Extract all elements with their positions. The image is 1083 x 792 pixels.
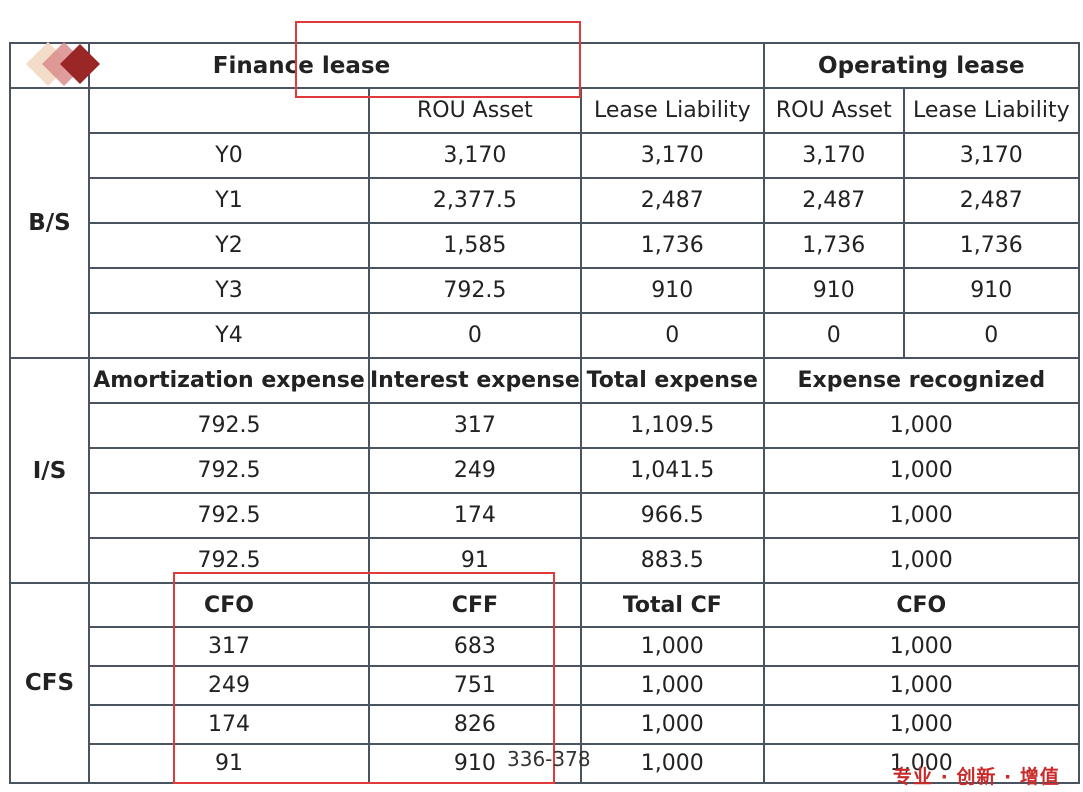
interest-cell: 317 [368,402,582,449]
expense-recognized-cell: 1,000 [762,447,1080,494]
ol-cfo-cell: 1,000 [762,704,1080,745]
table-row: Y2 1,585 1,736 1,736 1,736 [10,222,1080,269]
fl-rou-cell: 3,170 [368,132,582,179]
interest-cell: 174 [368,492,582,539]
table-row: Y1 2,377.5 2,487 2,487 2,487 [10,177,1080,224]
total-cf-header: Total CF [579,582,765,628]
fl-rou-cell: 0 [368,312,582,359]
is-section-label: I/S [9,357,90,584]
cff-header: CFF [368,582,582,628]
total-cf-cell: 1,000 [579,743,765,784]
fl-liab-cell: 0 [579,312,765,359]
ol-cfo-cell: 1,000 [762,743,1080,784]
ol-cfo-header: CFO [762,582,1080,628]
table-row: 792.5 91 883.5 1,000 [10,537,1080,584]
ol-rou-cell: 0 [762,312,905,359]
operating-lease-header: Operating lease [762,42,1080,89]
bs-section-label: B/S [9,87,90,359]
ol-cfo-cell: 1,000 [762,626,1080,667]
ol-liab-cell: 910 [902,267,1080,314]
fl-liab-cell: 2,487 [579,177,765,224]
amortization-cell: 792.5 [88,537,370,584]
interest-cell: 249 [368,447,582,494]
amortization-cell: 792.5 [88,447,370,494]
table-row: 174 826 1,000 1,000 [10,704,1080,745]
table-row: 317 683 1,000 1,000 [10,626,1080,667]
lease-comparison-table: Finance lease Operating lease B/S ROU As… [9,42,1080,784]
finance-lease-header: Finance lease [88,42,765,89]
brand-slogan: 专业 · 创新 · 增值 [893,766,1060,788]
expense-recognized-cell: 1,000 [762,537,1080,584]
total-cf-cell: 1,000 [579,704,765,745]
total-cf-cell: 1,000 [579,665,765,706]
diamond-logo-icon [26,42,100,86]
total-expense-cell: 1,041.5 [579,447,765,494]
table-row: 792.5 174 966.5 1,000 [10,492,1080,539]
fl-liab-cell: 3,170 [579,132,765,179]
fl-lease-liability-header: Lease Liability [579,87,765,134]
fl-liab-cell: 910 [579,267,765,314]
ol-lease-liability-header: Lease Liability [902,87,1080,134]
fl-rou-cell: 1,585 [368,222,582,269]
fl-rou-cell: 792.5 [368,267,582,314]
cfo-header: CFO [88,582,370,628]
amortization-cell: 792.5 [88,492,370,539]
ol-liab-cell: 0 [902,312,1080,359]
ol-rou-cell: 3,170 [762,132,905,179]
year-cell: Y3 [88,267,370,314]
amortization-expense-header: Amortization expense [88,357,370,404]
fl-rou-cell: 2,377.5 [368,177,582,224]
total-expense-cell: 883.5 [579,537,765,584]
amortization-cell: 792.5 [88,402,370,449]
expense-recognized-cell: 1,000 [762,402,1080,449]
total-cf-cell: 1,000 [579,626,765,667]
ol-liab-cell: 2,487 [902,177,1080,224]
ol-cfo-cell: 1,000 [762,665,1080,706]
cfs-section-label: CFS [9,582,90,784]
cff-cell: 751 [368,665,582,706]
ol-liab-cell: 3,170 [902,132,1080,179]
table-row: 792.5 249 1,041.5 1,000 [10,447,1080,494]
table-row: Y0 3,170 3,170 3,170 3,170 [10,132,1080,179]
ol-liab-cell: 1,736 [902,222,1080,269]
table-row: 792.5 317 1,109.5 1,000 [10,402,1080,449]
cfo-cell: 317 [88,626,370,667]
total-expense-header: Total expense [579,357,765,404]
table-row: Y4 0 0 0 0 [10,312,1080,359]
ol-rou-cell: 2,487 [762,177,905,224]
fl-liab-cell: 1,736 [579,222,765,269]
ol-rou-cell: 1,736 [762,222,905,269]
finance-lease-title: Finance lease [212,52,391,79]
blank-header-cell [88,87,370,134]
year-cell: Y2 [88,222,370,269]
year-cell: Y0 [88,132,370,179]
cff-cell: 683 [368,626,582,667]
total-expense-cell: 966.5 [579,492,765,539]
cfo-cell: 249 [88,665,370,706]
cfo-cell: 174 [88,704,370,745]
year-cell: Y4 [88,312,370,359]
total-expense-cell: 1,109.5 [579,402,765,449]
table-row: 249 751 1,000 1,000 [10,665,1080,706]
year-cell: Y1 [88,177,370,224]
expense-recognized-cell: 1,000 [762,492,1080,539]
interest-cell: 91 [368,537,582,584]
cff-cell: 826 [368,704,582,745]
expense-recognized-header: Expense recognized [762,357,1080,404]
cfo-cell: 91 [88,743,370,784]
ol-rou-asset-header: ROU Asset [762,87,905,134]
interest-expense-header: Interest expense [368,357,582,404]
fl-rou-asset-header: ROU Asset [368,87,582,134]
ol-rou-cell: 910 [762,267,905,314]
table-row: Y3 792.5 910 910 910 [10,267,1080,314]
page-reference: 336-378 [507,747,591,771]
